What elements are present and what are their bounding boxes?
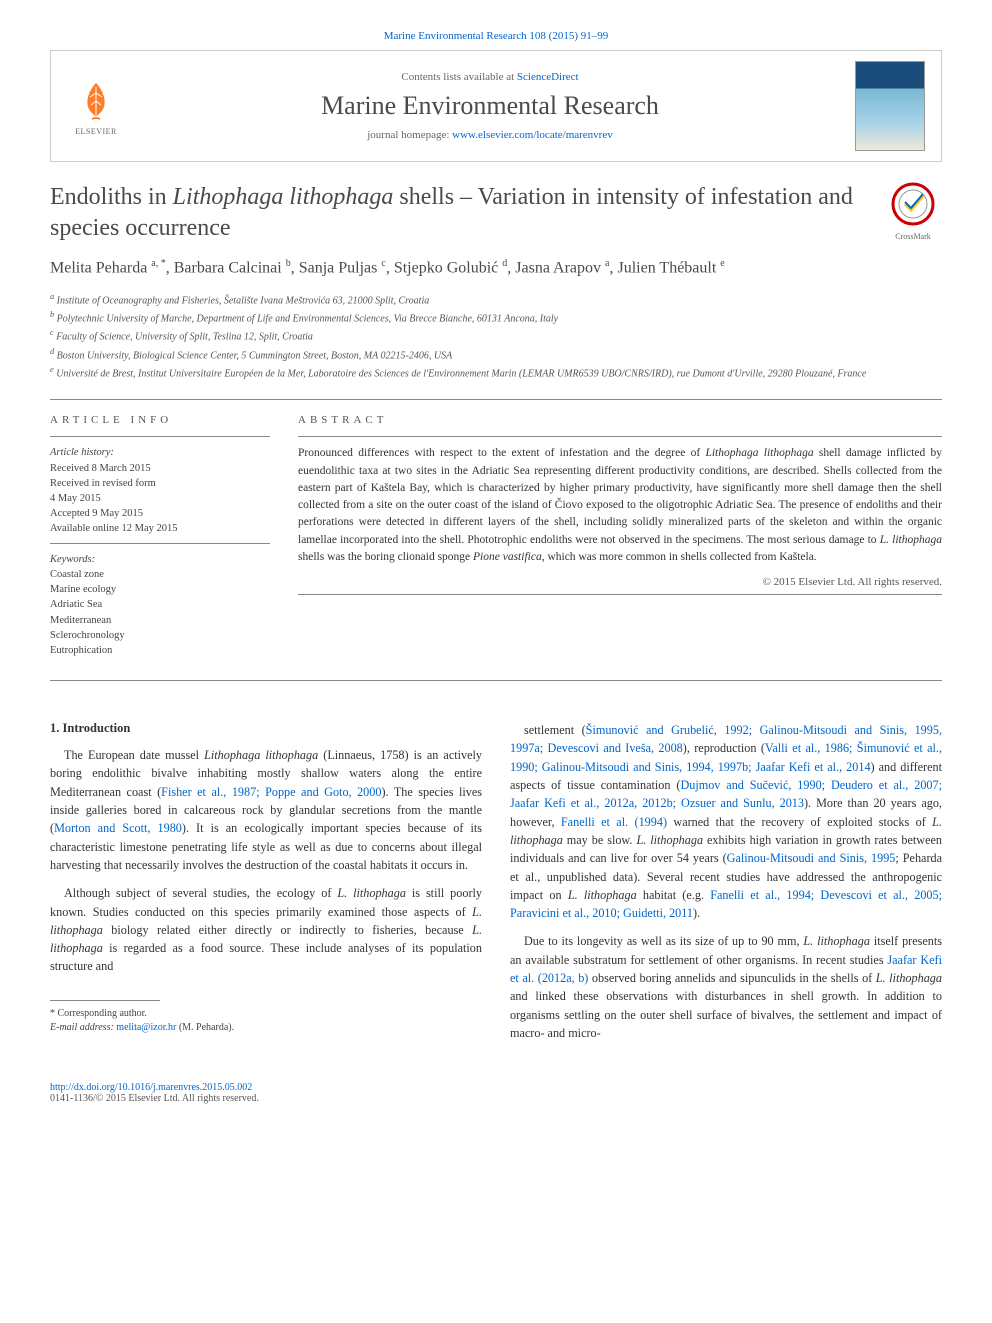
- crossmark-label: CrossMark: [884, 232, 942, 241]
- abstract-label: ABSTRACT: [298, 414, 942, 426]
- issn-copyright-line: 0141-1136/© 2015 Elsevier Ltd. All right…: [50, 1093, 942, 1104]
- body-paragraph: Although subject of several studies, the…: [50, 884, 482, 975]
- citation-link[interactable]: Fanelli et al. (1994): [561, 815, 667, 829]
- email-label: E-mail address:: [50, 1022, 116, 1033]
- journal-homepage-link[interactable]: www.elsevier.com/locate/marenvrev: [452, 129, 613, 141]
- keyword-line: Eutrophication: [50, 643, 270, 658]
- journal-cover-thumbnail: [855, 61, 925, 151]
- history-line: Received in revised form: [50, 476, 270, 491]
- corresponding-author-note: * Corresponding author.: [50, 1007, 482, 1022]
- keyword-line: Sclerochronology: [50, 628, 270, 643]
- keyword-line: Coastal zone: [50, 567, 270, 582]
- affiliation-line: e Université de Brest, Institut Universi…: [50, 364, 942, 381]
- elsevier-tree-icon: [72, 77, 120, 125]
- body-two-column: 1. Introduction The European date mussel…: [50, 721, 942, 1052]
- abstract-column: ABSTRACT Pronounced differences with res…: [298, 414, 942, 658]
- section-divider: [50, 399, 942, 400]
- affiliation-line: d Boston University, Biological Science …: [50, 346, 942, 363]
- info-divider: [50, 436, 270, 437]
- article-history-block: Article history: Received 8 March 2015Re…: [50, 445, 270, 536]
- abstract-copyright: © 2015 Elsevier Ltd. All rights reserved…: [298, 576, 942, 588]
- elsevier-logo: ELSEVIER: [67, 73, 125, 139]
- citation-link[interactable]: Fisher et al., 1987; Poppe and Goto, 200…: [161, 785, 381, 799]
- info-divider: [50, 543, 270, 544]
- elsevier-label: ELSEVIER: [75, 127, 117, 136]
- contents-available-line: Contents lists available at ScienceDirec…: [139, 71, 841, 83]
- keyword-line: Mediterranean: [50, 613, 270, 628]
- body-paragraph: Due to its longevity as well as its size…: [510, 932, 942, 1042]
- email-line: E-mail address: melita@izor.hr (M. Pehar…: [50, 1021, 482, 1036]
- article-info-label: ARTICLE INFO: [50, 414, 270, 426]
- title-pre: Endoliths in: [50, 184, 173, 210]
- keywords-label: Keywords:: [50, 552, 270, 567]
- title-italic: Lithophaga lithophaga: [173, 184, 394, 210]
- abstract-text: Pronounced differences with respect to t…: [298, 445, 942, 566]
- affiliation-line: c Faculty of Science, University of Spli…: [50, 327, 942, 344]
- keyword-line: Marine ecology: [50, 582, 270, 597]
- author-email-link[interactable]: melita@izor.hr: [116, 1022, 176, 1033]
- history-line: Received 8 March 2015: [50, 461, 270, 476]
- intro-heading: 1. Introduction: [50, 721, 482, 736]
- affiliation-list: a Institute of Oceanography and Fisherie…: [50, 291, 942, 382]
- body-left-column: 1. Introduction The European date mussel…: [50, 721, 482, 1052]
- homepage-prefix: journal homepage:: [367, 129, 452, 141]
- body-right-column: settlement (Šimunović and Grubelić, 1992…: [510, 721, 942, 1052]
- author-list: Melita Peharda a, *, Barbara Calcinai b,…: [50, 256, 942, 280]
- section-divider: [50, 680, 942, 681]
- keyword-line: Adriatic Sea: [50, 597, 270, 612]
- homepage-line: journal homepage: www.elsevier.com/locat…: [139, 129, 841, 141]
- crossmark-icon: [891, 182, 935, 226]
- history-line: 4 May 2015: [50, 491, 270, 506]
- history-line: Accepted 9 May 2015: [50, 506, 270, 521]
- journal-reference: Marine Environmental Research 108 (2015)…: [50, 30, 942, 42]
- article-info-column: ARTICLE INFO Article history: Received 8…: [50, 414, 270, 658]
- footnote-block: * Corresponding author. E-mail address: …: [50, 1007, 482, 1036]
- journal-title: Marine Environmental Research: [139, 91, 841, 121]
- keywords-block: Keywords: Coastal zoneMarine ecologyAdri…: [50, 552, 270, 659]
- body-paragraph: The European date mussel Lithophaga lith…: [50, 746, 482, 874]
- affiliation-line: b Polytechnic University of Marche, Depa…: [50, 309, 942, 326]
- email-person: (M. Peharda).: [176, 1022, 234, 1033]
- article-title: Endoliths in Lithophaga lithophaga shell…: [50, 182, 868, 244]
- contents-prefix: Contents lists available at: [401, 71, 516, 83]
- doi-link[interactable]: http://dx.doi.org/10.1016/j.marenvres.20…: [50, 1082, 252, 1093]
- crossmark-badge[interactable]: CrossMark: [884, 182, 942, 241]
- citation-link[interactable]: Morton and Scott, 1980: [54, 821, 182, 835]
- body-paragraph: settlement (Šimunović and Grubelić, 1992…: [510, 721, 942, 922]
- sciencedirect-link[interactable]: ScienceDirect: [517, 71, 579, 83]
- page-footer: http://dx.doi.org/10.1016/j.marenvres.20…: [50, 1082, 942, 1104]
- affiliation-line: a Institute of Oceanography and Fisherie…: [50, 291, 942, 308]
- info-divider: [298, 436, 942, 437]
- info-divider: [298, 594, 942, 595]
- history-label: Article history:: [50, 445, 270, 460]
- history-line: Available online 12 May 2015: [50, 521, 270, 536]
- citation-link[interactable]: Galinou-Mitsoudi and Sinis, 1995: [727, 851, 896, 865]
- footnote-rule: [50, 1000, 160, 1001]
- journal-header-box: ELSEVIER Contents lists available at Sci…: [50, 50, 942, 162]
